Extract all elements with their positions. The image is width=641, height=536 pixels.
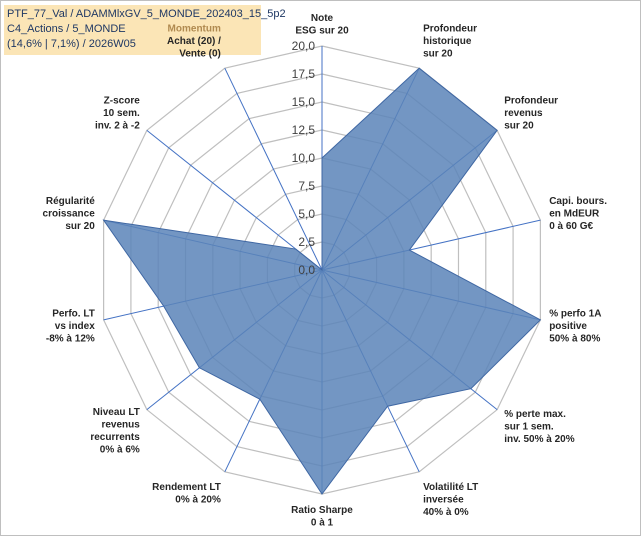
axis-label: 50% à 80% [549, 333, 600, 344]
axis-label: 10 sem. [103, 108, 140, 119]
axis-label: Perfo. LT [52, 308, 95, 319]
axis-label: Volatilité LT [423, 482, 478, 493]
tick-label: 12,5 [292, 123, 316, 137]
axis-label: 0% à 6% [100, 444, 140, 455]
axis-label: Z-score [104, 95, 141, 106]
axis-label-group: Perfo. LT vs index-8% à 12% [46, 308, 95, 344]
tick-label: 7,5 [298, 179, 315, 193]
tick-label: 10,0 [292, 151, 316, 165]
axis-label: historique [423, 36, 472, 47]
series-area [102, 67, 542, 495]
axis-label-group: % perte max. sur 1 sem.inv. 50% à 20% [504, 409, 575, 445]
axis-label: sur 20 [423, 49, 453, 60]
axis-label: revenus [504, 108, 543, 119]
tick-label: 5,0 [298, 207, 315, 221]
axis-spoke [146, 129, 323, 271]
axis-label: Vente (0) [179, 49, 221, 60]
axis-label: sur 20 [504, 120, 534, 131]
axis-label: inv. 50% à 20% [504, 434, 575, 445]
axis-label: Profondeur [504, 95, 558, 106]
axis-label: Momentum [168, 24, 221, 35]
axis-label: inv. 2 à -2 [95, 120, 140, 131]
tick-label: 15,0 [292, 95, 316, 109]
axis-label-group: Ratio Sharpe 0 à 1 [291, 505, 353, 529]
axis-label: 40% à 0% [423, 507, 469, 518]
axis-label: Capi. bours. [549, 196, 607, 207]
axis-label-group: Rendement LT0% à 20% [152, 482, 221, 506]
axis-label: positive [549, 321, 587, 332]
tick-label: 2,5 [298, 235, 315, 249]
portfolio-stats: (14,6% | 7,1%) / 2026W05 [7, 38, 136, 50]
axis-label: % perfo 1A [549, 308, 601, 319]
axis-label: Régularité [46, 196, 95, 207]
axis-label: sur 20 [65, 221, 95, 232]
axis-label: vs index [55, 321, 95, 332]
axis-label: Profondeur [423, 24, 477, 35]
axis-label: croissance [43, 209, 96, 220]
tick-label: 17,5 [292, 67, 316, 81]
portfolio-category: C4_Actions / 5_MONDE [7, 23, 126, 35]
axis-label-group: Z-score 10 sem.inv. 2 à -2 [95, 95, 140, 131]
axis-label: 0 à 1 [311, 518, 334, 529]
axis-label: % perte max. [504, 409, 566, 420]
axis-label: en MdEUR [549, 209, 600, 220]
axis-label: Achat (20) / [167, 36, 221, 47]
portfolio-name: PTF_77_Val / ADAMMlxGV_5_MONDE_202403_15… [7, 8, 286, 20]
axis-label: Ratio Sharpe [291, 505, 353, 516]
tick-label: 20,0 [292, 39, 316, 53]
axis-label: recurrents [90, 432, 140, 443]
axis-label: Rendement LT [152, 482, 221, 493]
axis-spoke [224, 67, 323, 271]
axis-label: inversée [423, 494, 464, 505]
axis-label: sur 1 sem. [504, 422, 554, 433]
axis-label: 0 à 60 G€ [549, 221, 593, 232]
tick-label: 0,0 [298, 263, 315, 277]
axis-label: Niveau LT [93, 407, 140, 418]
axis-label: ESG sur 20 [295, 26, 349, 37]
axis-label: revenus [101, 419, 140, 430]
axis-label: 0% à 20% [175, 494, 221, 505]
axis-label-group: Note ESG sur 20 [295, 13, 349, 37]
axis-label: Note [311, 13, 334, 24]
axis-label: -8% à 12% [46, 333, 95, 344]
portfolio-info-box: PTF_77_Val / ADAMMlxGV_5_MONDE_202403_15… [4, 5, 286, 55]
